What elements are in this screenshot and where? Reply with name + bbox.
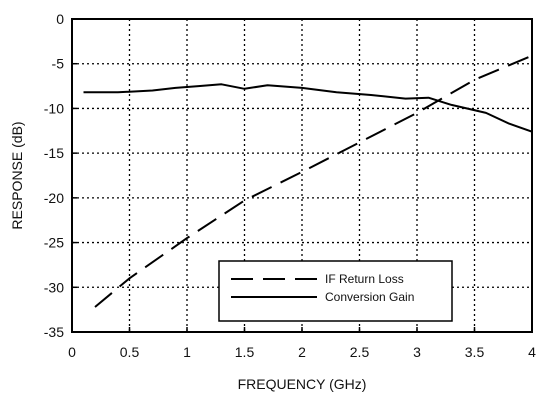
x-tick-label: 2.5 [350, 344, 370, 360]
legend: IF Return Loss Conversion Gain [218, 260, 453, 322]
legend-label-if-return-loss: IF Return Loss [325, 272, 404, 286]
y-tick-label: 0 [56, 11, 64, 27]
y-tick-label: -35 [44, 324, 64, 340]
axis-ticks [71, 18, 533, 333]
legend-label-conversion-gain: Conversion Gain [325, 290, 414, 304]
x-tick-label: 1 [183, 344, 191, 360]
x-tick-label: 1.5 [235, 344, 255, 360]
y-tick-label: -15 [44, 145, 64, 161]
y-tick-label: -5 [52, 56, 65, 72]
plot-series [83, 54, 533, 308]
x-tick-label: 0.5 [120, 344, 140, 360]
x-axis-title: FREQUENCY (GHz) [238, 376, 367, 392]
x-tick-label: 3.5 [465, 344, 485, 360]
series-line-conversion-gain [83, 83, 533, 133]
x-tick-label: 4 [528, 344, 536, 360]
y-tick-label: -10 [44, 100, 64, 116]
series-line-if-return-loss [94, 54, 533, 308]
x-tick-label: 3 [413, 344, 421, 360]
x-tick-label: 2 [298, 344, 306, 360]
y-tick-label: -25 [44, 235, 64, 251]
y-tick-label: -30 [44, 279, 64, 295]
y-tick-label: -20 [44, 190, 64, 206]
y-axis-title: RESPONSE (dB) [9, 121, 25, 229]
legend-box [218, 260, 453, 322]
tick-labels: 0 0.5 1 1.5 2 2.5 3 3.5 4 0 -5 -10 -15 -20 -25 -30 -35 [44, 11, 536, 360]
x-tick-label: 0 [68, 344, 76, 360]
